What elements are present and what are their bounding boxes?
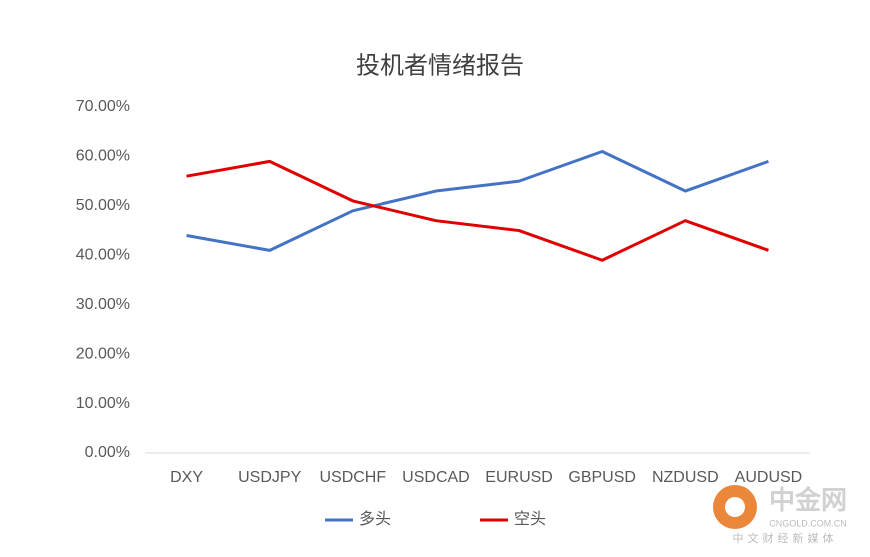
series-line [186,159,769,262]
y-tick-label: 20.00% [76,345,130,362]
series-line [186,149,769,252]
watermark-site: CNGOLD.COM.CN [769,518,847,528]
x-tick-label: AUDUSD [735,469,803,486]
y-tick-label: 40.00% [76,247,130,264]
y-tick-label: 70.00% [76,98,130,115]
watermark-slogan: 中文财经新媒体 [733,531,838,545]
legend-label: 空头 [514,510,546,528]
y-tick-label: 0.00% [85,444,130,461]
y-tick-label: 10.00% [76,395,130,412]
x-tick-label: NZDUSD [652,469,719,486]
x-tick-label: GBPUSD [568,469,636,486]
watermark-name: 中金网 [769,485,847,515]
x-tick-label: USDCHF [319,469,386,486]
y-tick-label: 50.00% [76,197,130,214]
legend-label: 多头 [359,510,391,528]
y-tick-label: 60.00% [76,148,130,165]
x-tick-label: DXY [170,469,203,486]
logo-inner [725,497,745,517]
x-tick-label: EURUSD [485,469,553,486]
x-tick-label: USDCAD [402,469,470,486]
chart-title: 投机者情绪报告 [356,52,524,79]
watermark: 中金网 CNGOLD.COM.CN 中文财经新媒体 [713,485,847,545]
y-tick-label: 30.00% [76,296,130,313]
x-tick-label: USDJPY [238,469,301,486]
